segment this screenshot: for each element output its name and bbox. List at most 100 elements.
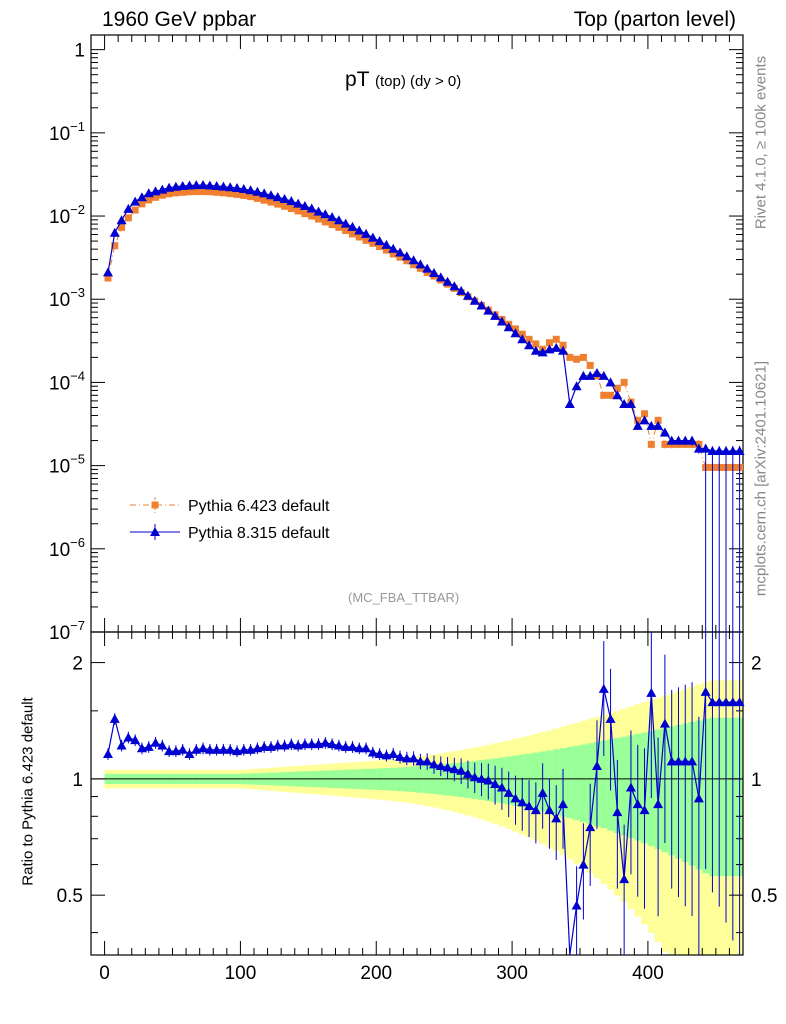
data-point-triangle bbox=[639, 805, 650, 815]
data-point-triangle bbox=[272, 740, 283, 750]
data-point-triangle bbox=[265, 190, 276, 200]
plot-title-sub: (top) (dy > 0) bbox=[374, 73, 462, 90]
ratio-uncertainty-bands bbox=[91, 680, 744, 955]
data-point-square bbox=[104, 274, 112, 282]
data-point-square bbox=[600, 391, 608, 399]
data-point-square bbox=[281, 202, 289, 210]
data-point-triangle bbox=[374, 236, 385, 246]
y-tick-base: 10 bbox=[49, 373, 70, 394]
data-point-square bbox=[355, 233, 363, 241]
data-point-triangle bbox=[150, 527, 160, 536]
green-band-bin bbox=[586, 743, 594, 825]
data-point-triangle bbox=[612, 807, 623, 817]
data-point-triangle bbox=[530, 805, 541, 815]
green-band-bin bbox=[600, 740, 608, 829]
data-point-triangle bbox=[558, 799, 569, 809]
data-point-triangle bbox=[693, 793, 704, 803]
data-point-triangle bbox=[428, 759, 439, 769]
data-point-triangle bbox=[537, 347, 548, 357]
data-point-triangle bbox=[503, 322, 514, 332]
y-tick-exponent: −7 bbox=[70, 618, 85, 633]
y-tick-label: 1 bbox=[74, 41, 85, 62]
data-point-triangle bbox=[449, 764, 460, 774]
data-point-triangle bbox=[659, 427, 670, 437]
data-point-triangle bbox=[619, 874, 630, 884]
data-point-triangle bbox=[456, 765, 467, 775]
y-tick-exponent: −1 bbox=[70, 119, 85, 134]
data-point-square bbox=[219, 189, 227, 197]
data-point-triangle bbox=[388, 243, 399, 253]
data-point-triangle bbox=[211, 744, 222, 754]
data-point-triangle bbox=[225, 744, 236, 754]
data-point-triangle bbox=[299, 201, 310, 211]
y-tick-label: 10−2 bbox=[49, 202, 85, 228]
y-tick-label: 10−3 bbox=[49, 285, 85, 311]
data-point-triangle bbox=[476, 773, 487, 783]
data-point-triangle bbox=[680, 435, 691, 445]
data-point-triangle bbox=[700, 686, 711, 696]
data-point-square bbox=[145, 196, 153, 204]
data-point-triangle bbox=[204, 180, 215, 190]
data-point-triangle bbox=[367, 232, 378, 242]
data-point-square bbox=[152, 193, 160, 201]
data-point-square bbox=[138, 200, 146, 208]
data-point-square bbox=[552, 335, 560, 343]
data-point-square bbox=[253, 194, 261, 202]
data-point-square bbox=[382, 246, 390, 254]
data-point-triangle bbox=[320, 209, 331, 219]
data-point-triangle bbox=[150, 737, 161, 747]
data-point-triangle bbox=[551, 342, 562, 352]
legend-pythia6-label: Pythia 6.423 default bbox=[188, 498, 330, 515]
data-point-triangle bbox=[259, 188, 270, 198]
data-point-triangle bbox=[571, 381, 582, 391]
data-point-triangle bbox=[272, 192, 283, 202]
data-point-triangle bbox=[483, 305, 494, 315]
x-tick-label: 300 bbox=[496, 963, 528, 984]
data-point-triangle bbox=[415, 259, 426, 269]
data-point-triangle bbox=[286, 739, 297, 749]
data-point-square bbox=[607, 391, 615, 399]
y-tick-label: 10−7 bbox=[49, 618, 85, 644]
data-point-triangle bbox=[524, 801, 535, 811]
data-point-triangle bbox=[164, 746, 175, 756]
data-point-triangle bbox=[286, 196, 297, 206]
data-point-triangle bbox=[327, 212, 338, 222]
y-tick-exponent: −6 bbox=[70, 535, 85, 550]
data-point-triangle bbox=[130, 196, 141, 206]
data-point-triangle bbox=[184, 748, 195, 758]
data-point-square bbox=[185, 188, 193, 196]
data-point-triangle bbox=[232, 183, 243, 193]
data-point-triangle bbox=[259, 741, 270, 751]
data-point-triangle bbox=[721, 445, 732, 455]
data-point-triangle bbox=[707, 697, 718, 707]
data-point-triangle bbox=[496, 782, 507, 792]
data-point-square bbox=[131, 206, 139, 214]
data-point-triangle bbox=[184, 180, 195, 190]
header-left: 1960 GeV ppbar bbox=[102, 8, 257, 31]
data-point-triangle bbox=[388, 748, 399, 758]
y-tick-exponent: −2 bbox=[70, 202, 85, 217]
data-point-triangle bbox=[714, 697, 725, 707]
data-point-triangle bbox=[442, 276, 453, 286]
data-point-triangle bbox=[177, 180, 188, 190]
data-point-square bbox=[342, 227, 350, 235]
data-point-triangle bbox=[462, 290, 473, 300]
data-point-triangle bbox=[564, 399, 575, 409]
x-tick-label: 200 bbox=[360, 963, 392, 984]
data-point-triangle bbox=[632, 420, 643, 430]
data-point-triangle bbox=[517, 797, 528, 807]
data-point-triangle bbox=[727, 445, 738, 455]
data-point-triangle bbox=[354, 225, 365, 235]
data-point-square bbox=[240, 191, 248, 199]
data-point-square bbox=[158, 191, 166, 199]
data-point-triangle bbox=[734, 445, 745, 455]
data-point-triangle bbox=[306, 739, 317, 749]
data-point-square bbox=[199, 188, 207, 196]
data-point-square bbox=[179, 188, 187, 196]
y-tick-base: 10 bbox=[49, 457, 70, 478]
data-point-triangle bbox=[625, 782, 636, 792]
analysis-label: (MC_FBA_TTBAR) bbox=[348, 590, 460, 605]
data-point-triangle bbox=[327, 739, 338, 749]
data-point-square bbox=[403, 257, 411, 265]
data-point-square bbox=[376, 243, 384, 251]
